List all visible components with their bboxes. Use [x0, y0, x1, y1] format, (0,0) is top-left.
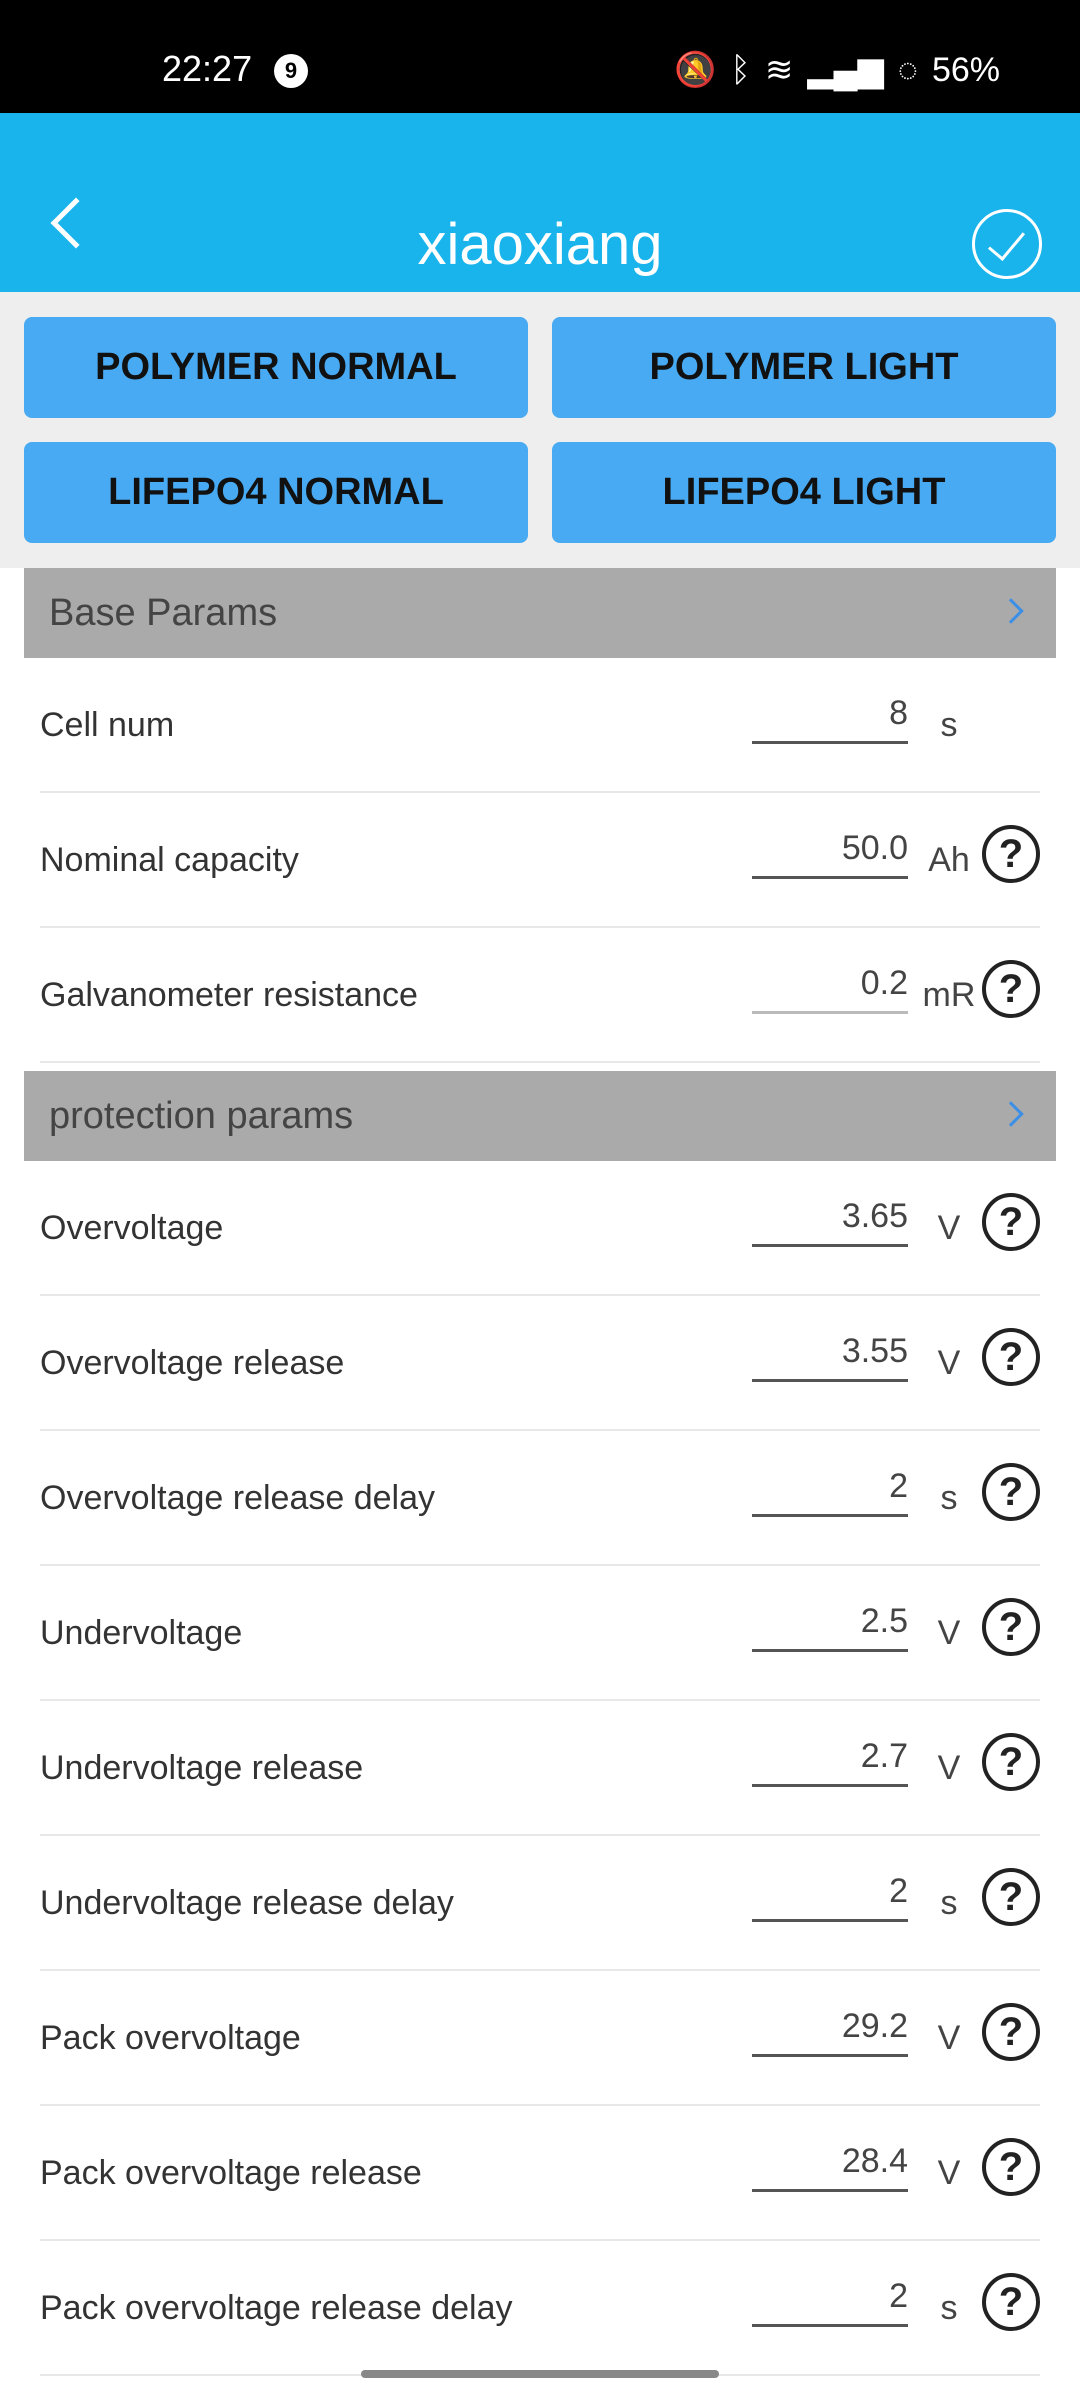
- param-row: Undervoltage 2.5 V ?: [40, 1566, 1040, 1701]
- param-unit: V: [937, 1749, 961, 1787]
- preset-lifepo4-normal-button[interactable]: LIFEPO4 NORMAL: [24, 442, 528, 543]
- section-title: Base Params: [49, 592, 278, 634]
- param-unit: s: [940, 1884, 958, 1922]
- preset-panel: POLYMER NORMAL POLYMER LIGHT LIFEPO4 NOR…: [0, 292, 1080, 568]
- home-indicator[interactable]: [361, 2370, 719, 2378]
- param-value-input[interactable]: 0.2: [752, 958, 908, 1014]
- page-title: xiaoxiang: [417, 212, 663, 277]
- param-value-input[interactable]: 2: [752, 1866, 908, 1922]
- param-row: Undervoltage release delay 2 s ?: [40, 1836, 1040, 1971]
- param-label: Undervoltage release: [40, 1749, 364, 1787]
- param-row: Overvoltage release delay 2 s ?: [40, 1431, 1040, 1566]
- help-icon[interactable]: ?: [982, 825, 1040, 883]
- param-value-input[interactable]: 3.65: [752, 1191, 908, 1247]
- param-row: Overvoltage 3.65 V ?: [40, 1161, 1040, 1296]
- param-label: Pack overvoltage: [40, 2019, 301, 2057]
- section-title: protection params: [49, 1095, 354, 1137]
- param-unit: V: [937, 2154, 961, 2192]
- param-value-input[interactable]: 3.55: [752, 1326, 908, 1382]
- param-unit: s: [940, 1479, 958, 1517]
- app-header: xiaoxiang: [0, 113, 1080, 292]
- param-label: Overvoltage release: [40, 1344, 345, 1382]
- wifi-icon: ≋: [764, 51, 794, 89]
- param-value-input[interactable]: 2: [752, 2271, 908, 2327]
- mute-icon: 🔕: [674, 51, 717, 89]
- help-icon[interactable]: ?: [982, 960, 1040, 1018]
- param-unit: V: [937, 1344, 961, 1382]
- signal-icon: ▂▄▆: [807, 51, 884, 89]
- param-label: Undervoltage: [40, 1614, 243, 1652]
- param-row: Undervoltage release 2.7 V ?: [40, 1701, 1040, 1836]
- param-unit: Ah: [928, 841, 970, 879]
- help-icon[interactable]: ?: [982, 1868, 1040, 1926]
- help-icon[interactable]: ?: [982, 1328, 1040, 1386]
- param-value-input[interactable]: 28.4: [752, 2136, 908, 2192]
- param-label: Overvoltage: [40, 1209, 224, 1247]
- param-unit: V: [937, 1209, 961, 1247]
- help-icon[interactable]: ?: [982, 2003, 1040, 2061]
- clock: 22:27: [162, 48, 253, 89]
- param-row: Cell num 8 s: [40, 658, 1040, 793]
- param-row: Pack overvoltage 29.2 V ?: [40, 1971, 1040, 2106]
- check-circle-icon[interactable]: [972, 209, 1042, 279]
- chevron-right-icon: [998, 1101, 1024, 1127]
- preset-lifepo4-light-button[interactable]: LIFEPO4 LIGHT: [552, 442, 1056, 543]
- param-row: Nominal capacity 50.0 Ah ?: [40, 793, 1040, 928]
- preset-polymer-normal-button[interactable]: POLYMER NORMAL: [24, 317, 528, 418]
- param-unit: V: [937, 2019, 961, 2057]
- param-value-input[interactable]: 8: [752, 688, 908, 744]
- help-icon[interactable]: ?: [982, 2273, 1040, 2331]
- param-value-input[interactable]: 29.2: [752, 2001, 908, 2057]
- battery-level: 56%: [931, 50, 1000, 89]
- param-row: Pack overvoltage release delay 2 s ?: [40, 2241, 1040, 2376]
- chevron-right-icon: [998, 598, 1024, 624]
- section-header[interactable]: Base Params: [24, 568, 1056, 658]
- bluetooth-icon: ᛒ: [730, 50, 751, 89]
- section-header[interactable]: protection params: [24, 1071, 1056, 1161]
- help-icon[interactable]: ?: [982, 1463, 1040, 1521]
- param-label: Pack overvoltage release delay: [40, 2289, 513, 2327]
- help-icon[interactable]: ?: [982, 2138, 1040, 2196]
- param-unit: s: [940, 2289, 958, 2327]
- help-icon[interactable]: ?: [982, 1733, 1040, 1791]
- param-label: Cell num: [40, 706, 175, 744]
- param-row: Pack overvoltage release 28.4 V ?: [40, 2106, 1040, 2241]
- param-unit: mR: [922, 976, 976, 1014]
- param-value-input[interactable]: 2: [752, 1461, 908, 1517]
- param-value-input[interactable]: 2.7: [752, 1731, 908, 1787]
- help-icon[interactable]: ?: [982, 1598, 1040, 1656]
- param-label: Undervoltage release delay: [40, 1884, 454, 1922]
- param-value-input[interactable]: 2.5: [752, 1596, 908, 1652]
- param-row: Overvoltage release 3.55 V ?: [40, 1296, 1040, 1431]
- notification-badge: 9: [274, 54, 308, 88]
- param-value-input[interactable]: 50.0: [752, 823, 908, 879]
- preset-polymer-light-button[interactable]: POLYMER LIGHT: [552, 317, 1056, 418]
- param-label: Nominal capacity: [40, 841, 299, 879]
- battery-icon: ◌: [897, 50, 918, 89]
- param-unit: s: [940, 706, 958, 744]
- status-icons: 🔕 ᛒ ≋ ▂▄▆ ◌ 56%: [674, 50, 1000, 90]
- param-label: Galvanometer resistance: [40, 976, 418, 1014]
- param-label: Pack overvoltage release: [40, 2154, 422, 2192]
- param-label: Overvoltage release delay: [40, 1479, 436, 1517]
- param-unit: V: [937, 1614, 961, 1652]
- status-bar: 22:27 9 🔕 ᛒ ≋ ▂▄▆ ◌ 56%: [0, 0, 1080, 113]
- param-row: Galvanometer resistance 0.2 mR ?: [40, 928, 1040, 1063]
- help-icon[interactable]: ?: [982, 1193, 1040, 1251]
